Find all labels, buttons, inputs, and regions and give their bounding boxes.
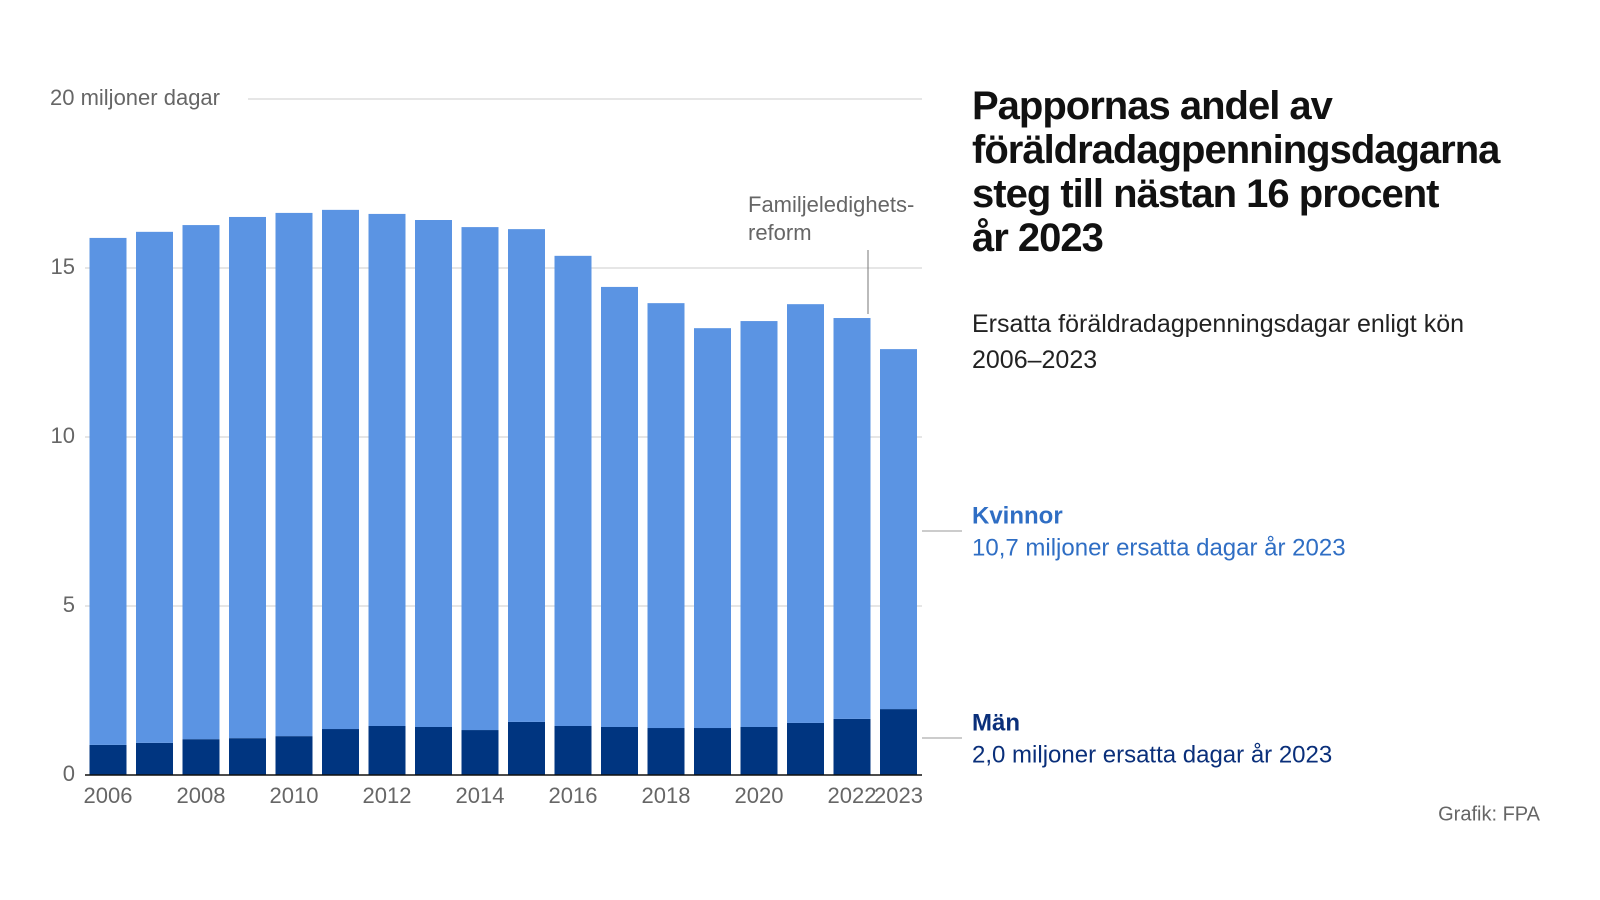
bar: [275, 212, 313, 737]
bar: [880, 709, 917, 775]
bar: [787, 304, 824, 723]
x-tick-label: 2012: [363, 783, 412, 808]
x-tick-label: 2022: [828, 783, 877, 808]
bar: [787, 722, 824, 775]
x-tick-label: 2018: [642, 783, 691, 808]
legend-name: Kvinnor: [972, 502, 1063, 529]
title-line: föräldradagpenningsdagarna: [972, 128, 1500, 172]
y-tick-label: 15: [51, 254, 75, 279]
x-tick-label: 2008: [177, 783, 226, 808]
bar: [601, 286, 638, 728]
legend-description: 2,0 miljoner ersatta dagar år 2023: [972, 741, 1332, 768]
bar: [508, 721, 545, 775]
title-line: steg till nästan 16 procent: [972, 172, 1439, 216]
annotation: Familjeledighets-: [748, 192, 914, 217]
bar: [89, 237, 127, 745]
bar: [740, 321, 778, 728]
bar: [322, 209, 359, 730]
y-tick-label: 5: [63, 592, 75, 617]
title-line: Pappornas andel av: [972, 84, 1333, 128]
x-tick-label: 2006: [84, 783, 133, 808]
chart-subtitle: Ersatta föräldradagpenningsdagar enligt …: [972, 310, 1465, 374]
x-tick-label: 2020: [735, 783, 784, 808]
bar: [229, 216, 266, 739]
source: Grafik: FPA: [1438, 803, 1541, 825]
y-tick-label: 20 miljoner dagar: [50, 85, 220, 110]
bar: [136, 742, 173, 775]
bar: [554, 255, 592, 726]
x-tick-label: 2010: [270, 783, 319, 808]
bar: [833, 718, 871, 775]
bar: [182, 739, 220, 775]
bar: [89, 744, 127, 775]
bar: [415, 727, 452, 775]
bar: [880, 349, 917, 710]
chart-title: Pappornas andel av föräldradagpenningsdag…: [972, 84, 1500, 260]
bar: [554, 725, 592, 775]
bar: [229, 738, 266, 775]
bar: [368, 725, 406, 775]
y-tick-label: 10: [51, 423, 75, 448]
x-tick-label: 2016: [549, 783, 598, 808]
bar: [508, 229, 545, 722]
bar: [182, 225, 220, 740]
bar: [136, 231, 173, 743]
bar: [461, 730, 499, 775]
x-tick-label: 2014: [456, 783, 505, 808]
y-tick-label: 0: [63, 761, 75, 786]
legend-description: 10,7 miljoner ersatta dagar år 2023: [972, 534, 1346, 561]
bar: [322, 729, 359, 775]
bar: [601, 727, 638, 775]
bar: [368, 213, 406, 726]
bar: [647, 303, 685, 729]
title-line: år 2023: [972, 216, 1104, 260]
legend-name: Män: [972, 709, 1020, 736]
bar: [275, 736, 313, 775]
bar: [461, 227, 499, 731]
bar: [740, 727, 778, 775]
bar: [694, 328, 731, 729]
bar: [415, 220, 452, 728]
bar: [694, 728, 731, 775]
annotation: reform: [748, 220, 812, 245]
bar: [647, 728, 685, 775]
bar: [833, 318, 871, 719]
x-tick-label: 2023: [874, 783, 923, 808]
